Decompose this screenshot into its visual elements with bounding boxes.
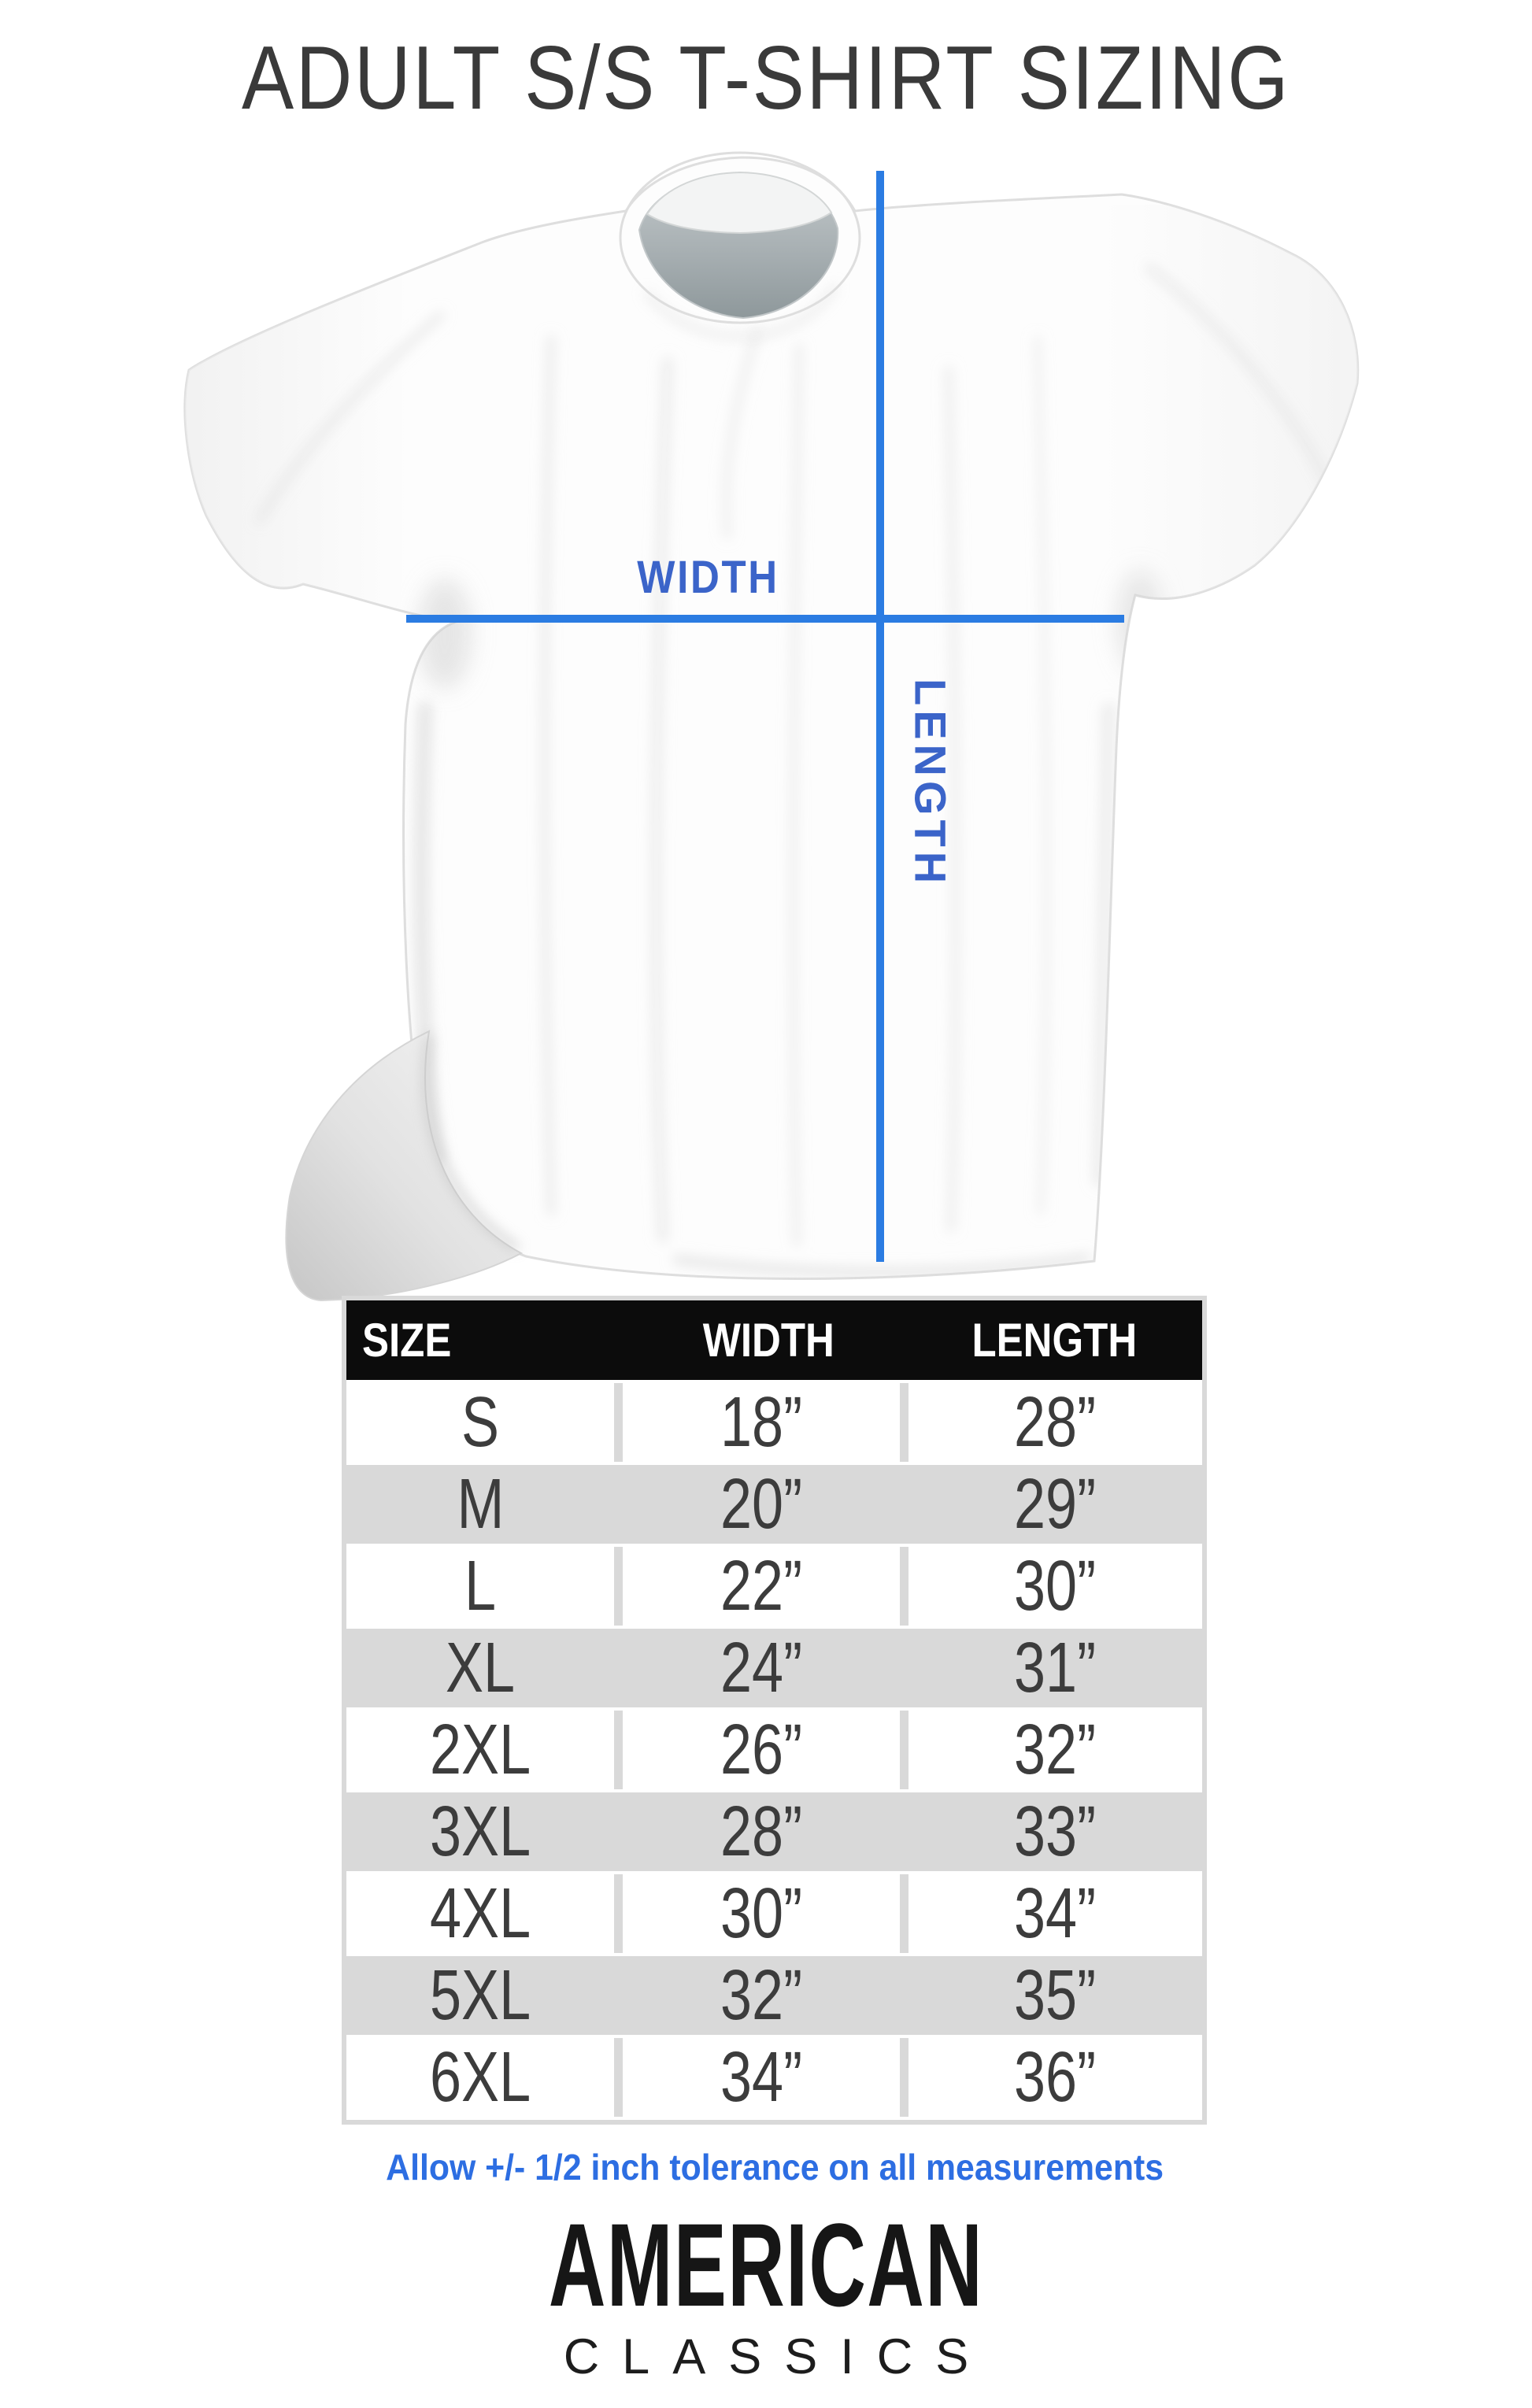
size-cell: 5XL [346, 1956, 614, 2035]
width-label-text: WIDTH [637, 552, 780, 603]
length-cell: 35” [908, 1956, 1202, 2035]
tshirt-collar [619, 151, 861, 340]
size-cell: 4XL [346, 1874, 614, 1953]
size-cell: S [346, 1383, 614, 1462]
width-cell: 26” [623, 1711, 900, 1789]
table-row-s: S 18” 28” [346, 1383, 1202, 1462]
header-cell-size: SIZE [362, 1314, 452, 1367]
width-label: WIDTH [575, 551, 842, 604]
size-cell: 6XL [346, 2038, 614, 2117]
table-row-3xl: 3XL 28” 33” [346, 1792, 1202, 1871]
table-row-2xl: 2XL 26” 32” [346, 1711, 1202, 1789]
page-title: ADULT S/S T-SHIRT SIZING [241, 28, 1291, 128]
length-measure-line [876, 171, 884, 1262]
tshirt-hem-fold [285, 1030, 524, 1302]
width-cell: 24” [623, 1629, 900, 1707]
length-cell: 33” [908, 1792, 1202, 1871]
width-cell: 22” [623, 1547, 900, 1626]
size-cell: XL [346, 1629, 614, 1707]
length-cell: 31” [908, 1629, 1202, 1707]
header-cell-width: WIDTH [702, 1314, 834, 1367]
size-chart-table: SIZE WIDTH LENGTH S 18” 28” M 20” 29” L … [342, 1296, 1207, 2125]
length-label: LENGTH [905, 679, 956, 889]
width-cell: 34” [623, 2038, 900, 2117]
tolerance-note: Allow +/- 1/2 inch tolerance on all meas… [342, 2146, 1208, 2188]
tshirt-illustration [183, 151, 1360, 1302]
length-cell: 36” [908, 2038, 1202, 2117]
table-row-l: L 22” 30” [346, 1547, 1202, 1626]
header-cell-length: LENGTH [971, 1314, 1138, 1367]
brand-name: AMERICAN [548, 2199, 984, 2331]
table-row-4xl: 4XL 30” 34” [346, 1874, 1202, 1953]
brand-subname: CLASSICS [563, 2329, 992, 2384]
size-cell: M [346, 1465, 614, 1544]
width-measure-line [406, 615, 1124, 623]
tolerance-note-text: Allow +/- 1/2 inch tolerance on all meas… [386, 2147, 1164, 2188]
table-row-m: M 20” 29” [346, 1465, 1202, 1544]
width-cell: 28” [623, 1792, 900, 1871]
width-cell: 18” [623, 1383, 900, 1462]
size-chart-header-row: SIZE WIDTH LENGTH [346, 1300, 1202, 1380]
size-cell: 3XL [346, 1792, 614, 1871]
width-cell: 30” [623, 1874, 900, 1953]
table-row-6xl: 6XL 34” 36” [346, 2038, 1202, 2117]
length-cell: 30” [908, 1547, 1202, 1626]
size-cell: 2XL [346, 1711, 614, 1789]
length-cell: 32” [908, 1711, 1202, 1789]
length-cell: 29” [908, 1465, 1202, 1544]
width-cell: 20” [623, 1465, 900, 1544]
table-row-5xl: 5XL 32” 35” [346, 1956, 1202, 2035]
table-row-xl: XL 24” 31” [346, 1629, 1202, 1707]
length-cell: 34” [908, 1874, 1202, 1953]
width-cell: 32” [623, 1956, 900, 2035]
size-cell: L [346, 1547, 614, 1626]
length-cell: 28” [908, 1383, 1202, 1462]
